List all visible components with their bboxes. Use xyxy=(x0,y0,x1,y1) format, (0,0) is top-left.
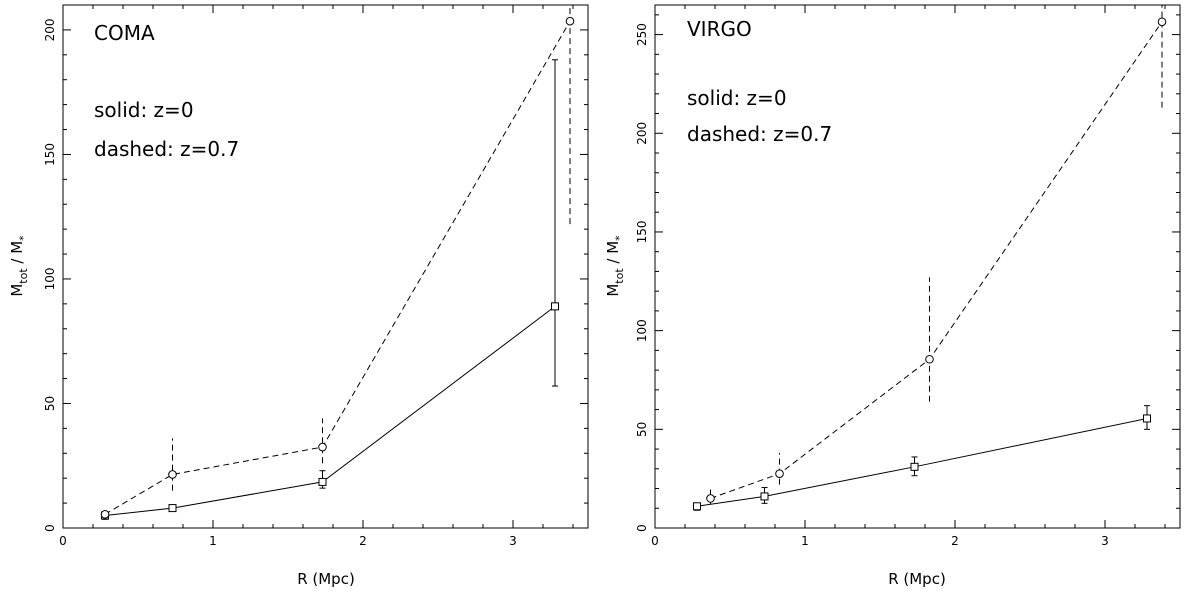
coma-x-tick-label: 1 xyxy=(209,534,217,548)
virgo-x-tick-label: 3 xyxy=(1101,534,1109,548)
virgo-circle-marker xyxy=(706,494,715,503)
virgo-plot-frame xyxy=(654,4,1181,529)
coma-y-tick-label: 0 xyxy=(43,524,57,532)
coma-x-axis-label: R (Mpc) xyxy=(297,570,355,588)
coma-y-tick-label: 100 xyxy=(43,267,57,290)
virgo-x-tick-label: 2 xyxy=(951,534,959,548)
coma-square-marker xyxy=(551,302,559,311)
coma-series-dashed-line xyxy=(104,20,571,515)
virgo-x-tick-label: 1 xyxy=(801,534,809,548)
coma-square-marker xyxy=(318,477,327,486)
virgo-square-marker xyxy=(910,462,919,471)
virgo-y-tick-label: 0 xyxy=(635,524,649,532)
coma-title: COMA xyxy=(94,21,155,45)
virgo-title: VIRGO xyxy=(687,17,752,41)
virgo-y-tick-label: 200 xyxy=(635,122,649,145)
virgo-annotation-dashed: dashed: z=0.7 xyxy=(687,122,832,146)
coma-x-tick-label: 3 xyxy=(509,534,517,548)
coma-x-tick-label: 0 xyxy=(59,534,67,548)
virgo-circle-marker xyxy=(925,354,934,364)
virgo-circle-marker xyxy=(1157,17,1167,27)
virgo-y-tick-label: 250 xyxy=(635,23,649,46)
virgo-series-solid-line xyxy=(696,417,1148,507)
coma-circle-marker xyxy=(565,16,575,26)
virgo-circle-marker xyxy=(775,469,784,479)
virgo-y-tick-label: 100 xyxy=(635,319,649,342)
virgo-x-axis-label: R (Mpc) xyxy=(888,570,946,588)
coma-circle-marker xyxy=(318,442,327,452)
virgo-annotation-solid: solid: z=0 xyxy=(687,86,787,110)
virgo-panel: VIRGO solid: z=0 dashed: z=0.7 R (Mpc) M… xyxy=(604,4,1181,588)
coma-panel: COMA solid: z=0 dashed: z=0.7 R (Mpc) Mt… xyxy=(8,4,589,588)
coma-circle-marker xyxy=(100,510,110,519)
coma-annotation-solid: solid: z=0 xyxy=(94,98,194,122)
virgo-y-tick-label: 150 xyxy=(635,221,649,244)
coma-series-solid-line xyxy=(104,305,556,517)
coma-y-tick-label: 150 xyxy=(43,143,57,166)
coma-square-marker xyxy=(168,504,177,513)
coma-y-tick-label: 200 xyxy=(43,18,57,41)
virgo-x-tick-label: 0 xyxy=(651,534,659,548)
virgo-y-axis-label: Mtot / M* xyxy=(604,235,626,297)
virgo-square-marker xyxy=(1143,414,1151,423)
coma-annotation-dashed: dashed: z=0.7 xyxy=(94,137,239,161)
coma-y-tick-label: 50 xyxy=(43,396,57,411)
coma-x-tick-label: 2 xyxy=(359,534,367,548)
coma-plot-frame xyxy=(62,4,589,529)
virgo-square-marker xyxy=(693,502,701,511)
coma-circle-marker xyxy=(168,470,177,479)
virgo-square-marker xyxy=(760,492,769,501)
coma-y-axis-label: Mtot / M* xyxy=(8,235,30,297)
virgo-y-tick-label: 50 xyxy=(635,422,649,437)
